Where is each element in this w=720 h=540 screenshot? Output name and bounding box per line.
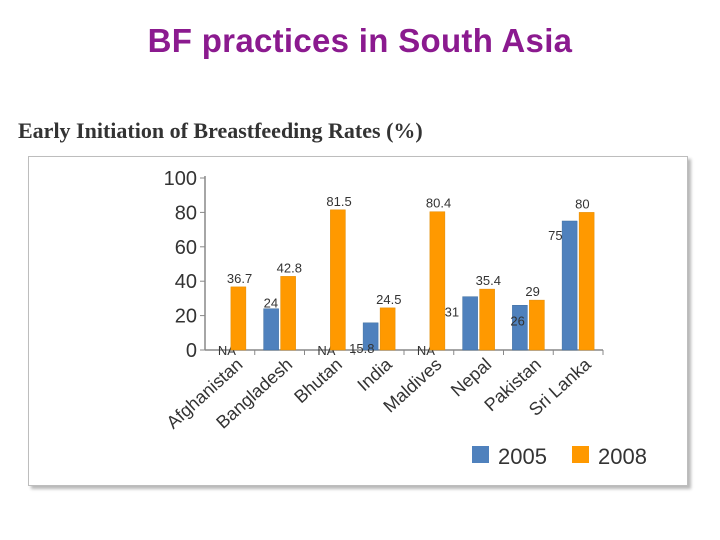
data-label-2005: 31 [445, 305, 459, 320]
bar-2008-afghanistan [230, 286, 247, 351]
data-label-2008: 24.5 [376, 292, 401, 307]
legend-swatch-2008 [572, 446, 589, 463]
bar-2008-india [379, 307, 396, 351]
chart-frame [28, 156, 688, 486]
data-label-2005: 24 [264, 296, 278, 311]
data-label-2008: 42.8 [277, 260, 302, 275]
y-tick-label: 40 [175, 271, 197, 293]
data-label-2005: 26 [510, 313, 524, 328]
bar-2008-maldives [429, 211, 446, 351]
data-label-2005: 15.8 [349, 341, 374, 356]
bar-2008-sri-lanka [578, 212, 595, 351]
legend-label-2005: 2005 [498, 444, 547, 469]
y-tick-label: 0 [186, 340, 197, 362]
bar-2008-bangladesh [280, 276, 296, 351]
legend-label-2008: 2008 [598, 444, 647, 469]
bar-2008-nepal [479, 288, 495, 351]
category-label: India [353, 353, 396, 395]
y-tick-label: 80 [175, 202, 197, 224]
data-label-2005: 75 [548, 228, 562, 243]
bar-2005-india [362, 322, 379, 351]
data-label-2008: 80.4 [426, 196, 451, 211]
slide-title: BF practices in South Asia [147, 22, 573, 59]
legend-swatch-2005 [472, 446, 489, 463]
category-label: Bhutan [290, 354, 346, 407]
y-tick-label: 20 [175, 306, 197, 328]
bar-2008-bhutan [330, 209, 346, 351]
bar-2005-pakistan [512, 305, 528, 351]
data-label-2008: 29 [525, 284, 539, 299]
y-tick-label: 60 [175, 237, 197, 259]
bar-2005-nepal [462, 296, 478, 351]
data-label-2008: 36.7 [227, 271, 252, 286]
data-label-2008: 81.5 [326, 194, 351, 209]
data-label-2008: 80 [575, 196, 589, 211]
chart-title: Early Initiation of Breastfeeding Rates … [18, 118, 423, 143]
data-label-2008: 35.4 [476, 273, 501, 288]
bar-2005-sri-lanka [561, 220, 578, 351]
bar-2008-pakistan [529, 299, 545, 351]
y-tick-label: 100 [164, 168, 197, 190]
bar-2005-bangladesh [263, 308, 279, 351]
